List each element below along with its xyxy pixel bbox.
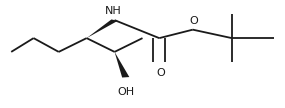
Text: OH: OH — [117, 87, 134, 97]
Text: NH: NH — [105, 6, 121, 16]
Polygon shape — [115, 52, 129, 78]
Text: O: O — [156, 68, 165, 78]
Polygon shape — [87, 19, 118, 38]
Text: O: O — [190, 16, 199, 26]
